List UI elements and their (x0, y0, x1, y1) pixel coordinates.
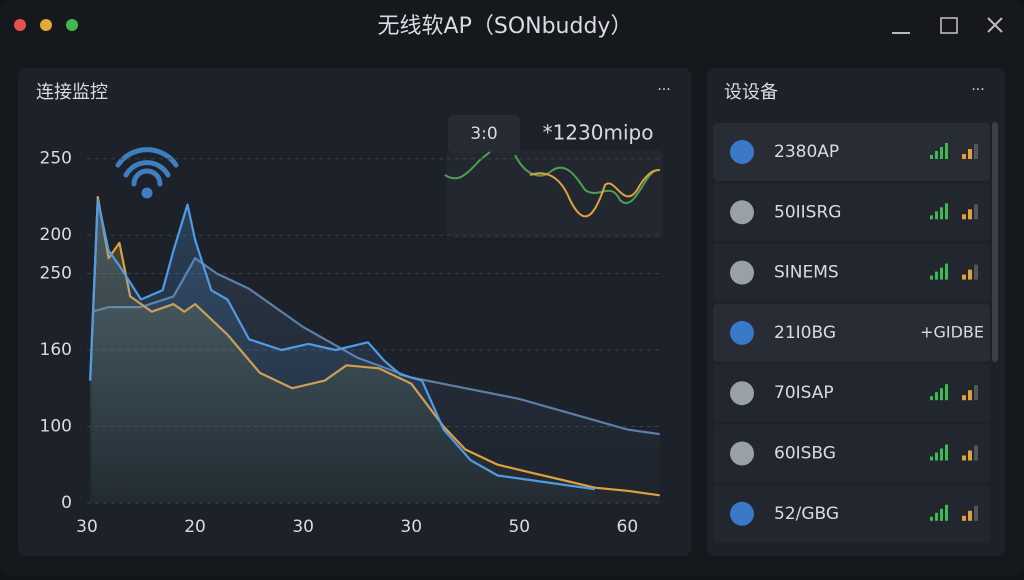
panel-title: 连接监控 (36, 82, 108, 103)
signal-bar (962, 395, 966, 401)
device-icon (730, 441, 754, 466)
inset-line (529, 169, 661, 218)
device-name: 21I0BG (774, 323, 836, 343)
signal-bar (940, 388, 943, 401)
device-name: 50IISRG (774, 202, 841, 222)
signal-bar (945, 504, 948, 521)
close-dot[interactable] (14, 19, 26, 31)
signal-bar (974, 445, 978, 461)
signal-bar (940, 207, 943, 220)
signal-bar (940, 147, 943, 159)
y-tick-label: 200 (40, 225, 72, 245)
device-icon (730, 140, 754, 164)
signal-bar (935, 452, 938, 461)
x-tick-label: 30 (76, 517, 98, 537)
device-row[interactable] (713, 123, 990, 181)
signal-bar (940, 267, 943, 280)
inset-tab (448, 115, 520, 153)
signal-bar (945, 203, 948, 220)
signal-bar (930, 456, 933, 461)
signal-bar (930, 516, 933, 521)
device-icon (730, 501, 754, 526)
zoom-dot[interactable] (66, 19, 78, 31)
device-name: 60ISBG (774, 444, 836, 464)
y-tick-label: 100 (40, 416, 72, 436)
signal-bar (940, 508, 943, 521)
signal-bar (962, 274, 966, 280)
signal-bar (974, 505, 978, 521)
inset-label: 3:0 (470, 124, 497, 144)
x-tick-label: 30 (400, 517, 422, 537)
signal-bar (968, 510, 972, 521)
signal-bar (930, 396, 933, 401)
x-tick-label: 30 (292, 517, 314, 537)
device-name: SINEMS (774, 263, 839, 283)
panel-title: 设设备 (724, 82, 778, 103)
series-area (90, 200, 595, 503)
signal-bar (940, 448, 943, 461)
signal-bar (930, 215, 933, 220)
series-line (89, 198, 596, 491)
device-row[interactable] (713, 424, 990, 483)
device-icon (730, 381, 754, 406)
close-btn[interactable] (987, 17, 1003, 33)
device-row[interactable] (713, 183, 990, 242)
device-icon (730, 320, 754, 345)
signal-bar (935, 211, 938, 220)
signal-bar (968, 269, 972, 280)
x-tick-label: 50 (508, 517, 530, 537)
signal-bar (974, 385, 978, 401)
signal-bar (962, 455, 966, 461)
y-tick-label: 0 (61, 493, 72, 513)
signal-bar (935, 512, 938, 521)
y-tick-label: 160 (40, 340, 72, 360)
signal-bar (962, 515, 966, 521)
inset-line (444, 151, 659, 204)
panel-menu[interactable]: ··· (971, 82, 984, 98)
signal-bar (968, 149, 972, 159)
signal-bar (974, 144, 978, 159)
minimize-dot[interactable] (40, 19, 52, 31)
signal-bar (935, 151, 938, 159)
device-name: 52/GBG (774, 504, 839, 524)
device-name: 2380AP (774, 142, 839, 162)
inset-value: *1230mipo (543, 121, 654, 145)
inset-box (447, 150, 663, 238)
maximize-btn[interactable] (940, 17, 958, 34)
signal-bar (974, 204, 978, 220)
signal-bar (930, 155, 933, 159)
device-row[interactable] (713, 243, 990, 302)
signal-bar (930, 275, 933, 280)
panel-menu[interactable]: ··· (657, 82, 670, 98)
y-tick-label: 250 (40, 149, 72, 169)
x-tick-label: 60 (617, 517, 639, 537)
device-row[interactable] (713, 303, 990, 362)
signal-bar (962, 214, 966, 220)
signal-bar (968, 390, 972, 401)
y-tick-label: 250 (40, 263, 72, 283)
signal-bar (945, 263, 948, 280)
signal-bar (962, 154, 966, 159)
device-row[interactable] (713, 484, 990, 543)
device-icon (730, 260, 754, 285)
device-row[interactable] (713, 364, 990, 423)
signal-bar (968, 450, 972, 461)
device-name: 70ISAP (774, 383, 834, 403)
signal-bar (945, 143, 948, 159)
signal-bar (974, 264, 978, 280)
device-status: +GIDBE (920, 322, 984, 341)
signal-bar (935, 392, 938, 401)
signal-bar (968, 209, 972, 220)
signal-bar (935, 271, 938, 280)
signal-bar (945, 444, 948, 461)
x-tick-label: 20 (184, 517, 206, 537)
signal-bar (945, 384, 948, 401)
window-title: 无线软AP（SONbuddy） (378, 14, 633, 39)
scrollbar[interactable] (992, 122, 998, 362)
device-icon (730, 200, 754, 225)
